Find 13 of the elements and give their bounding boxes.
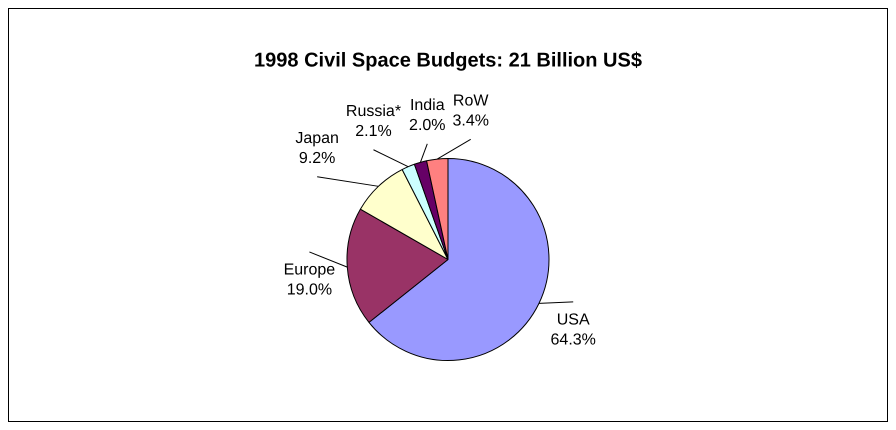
- slice-label: USA: [556, 311, 590, 328]
- data-label: 2.1%: [355, 123, 392, 140]
- data-label: 64.3%: [550, 331, 596, 348]
- data-label: 19.0%: [286, 281, 332, 298]
- slice-label: RoW: [452, 92, 490, 110]
- slice-label: Japan: [295, 130, 339, 148]
- slice-label: Russia*: [346, 103, 402, 120]
- slice-label: India: [410, 97, 445, 114]
- slice-label: Europe: [284, 261, 336, 278]
- chart-title: 1998 Civil Space Budgets: 21 Billion US$: [254, 50, 642, 72]
- data-label: 3.4%: [452, 112, 489, 130]
- data-label: 2.0%: [409, 117, 446, 134]
- data-label: 9.2%: [298, 150, 336, 168]
